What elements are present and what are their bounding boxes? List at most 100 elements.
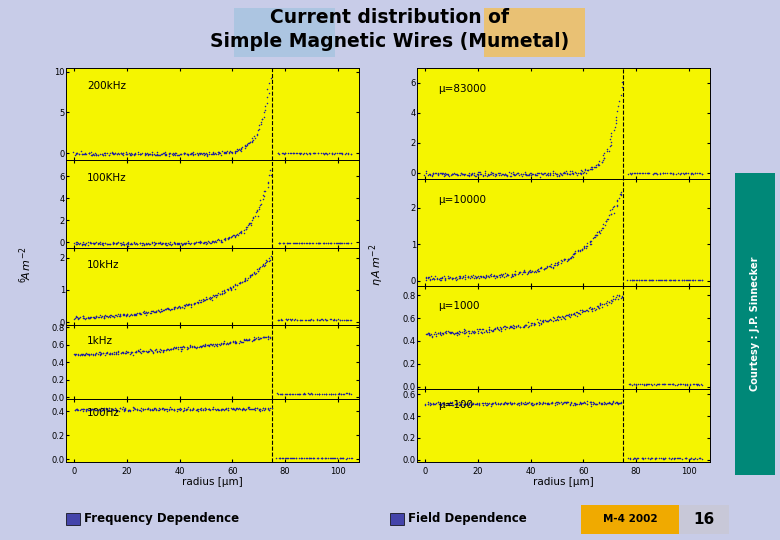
Point <box>198 295 211 304</box>
Point <box>560 311 573 320</box>
Point <box>195 342 207 351</box>
Point <box>129 310 141 319</box>
Point <box>555 259 567 267</box>
Point <box>496 400 509 408</box>
Point <box>595 302 608 311</box>
Point <box>445 328 457 337</box>
Point <box>686 169 699 178</box>
Point <box>287 315 300 324</box>
Point <box>221 338 233 347</box>
Point <box>515 400 527 408</box>
Point <box>495 325 507 333</box>
Point <box>478 399 491 407</box>
Point <box>508 399 520 407</box>
Point <box>287 454 300 462</box>
Point <box>235 144 247 152</box>
Point <box>136 239 149 247</box>
Point <box>88 240 101 249</box>
Point <box>149 404 161 413</box>
Point <box>457 169 470 178</box>
Point <box>194 342 207 351</box>
Point <box>558 168 570 177</box>
Point <box>603 211 615 219</box>
Point <box>603 399 615 408</box>
Point <box>580 165 592 173</box>
Point <box>187 238 200 247</box>
Point <box>472 272 484 280</box>
Point <box>644 454 657 463</box>
Point <box>489 399 502 408</box>
Point <box>542 316 555 325</box>
Point <box>141 239 154 248</box>
Point <box>301 239 314 247</box>
Point <box>74 350 87 359</box>
Point <box>452 401 465 409</box>
Point <box>431 169 444 178</box>
Point <box>212 289 225 298</box>
Point <box>94 238 106 246</box>
Point <box>459 329 471 338</box>
Point <box>148 240 161 249</box>
Point <box>509 266 522 275</box>
Point <box>499 170 512 178</box>
Point <box>491 323 503 332</box>
Point <box>630 380 643 389</box>
Point <box>646 275 658 284</box>
Point <box>689 169 701 178</box>
Point <box>227 338 239 346</box>
Point <box>292 389 304 398</box>
Point <box>249 269 261 278</box>
Point <box>265 404 278 413</box>
Point <box>548 400 561 409</box>
Point <box>229 280 242 288</box>
Point <box>580 168 592 177</box>
Point <box>466 328 479 336</box>
Point <box>112 348 125 356</box>
Point <box>494 322 506 331</box>
Point <box>283 239 296 247</box>
Point <box>134 239 147 247</box>
Point <box>523 267 536 276</box>
Point <box>282 315 295 323</box>
Point <box>335 454 348 463</box>
Point <box>558 169 571 178</box>
Point <box>485 327 498 335</box>
Point <box>97 406 109 414</box>
Point <box>492 325 505 333</box>
Point <box>329 389 342 398</box>
Point <box>285 315 297 324</box>
Point <box>467 274 480 282</box>
Point <box>530 266 543 275</box>
Point <box>239 336 252 345</box>
Point <box>615 91 627 99</box>
Point <box>548 316 561 325</box>
Point <box>158 346 171 355</box>
Point <box>229 146 242 155</box>
Point <box>552 260 565 268</box>
Point <box>493 171 505 180</box>
Point <box>300 149 312 158</box>
Point <box>126 311 138 320</box>
Point <box>218 148 230 157</box>
Point <box>103 406 115 415</box>
Point <box>601 296 614 305</box>
Point <box>480 401 493 410</box>
Point <box>598 220 611 229</box>
Point <box>214 341 226 349</box>
Point <box>453 329 466 338</box>
Point <box>108 313 120 322</box>
Point <box>311 239 324 247</box>
Point <box>273 149 285 158</box>
Point <box>104 349 116 358</box>
Point <box>431 169 444 178</box>
Point <box>577 307 590 315</box>
Point <box>682 275 695 284</box>
Point <box>429 400 441 408</box>
Point <box>464 398 477 407</box>
Point <box>73 406 86 415</box>
Point <box>242 139 254 147</box>
Point <box>615 190 627 198</box>
Point <box>655 275 668 284</box>
Point <box>140 307 152 316</box>
Point <box>233 279 246 287</box>
